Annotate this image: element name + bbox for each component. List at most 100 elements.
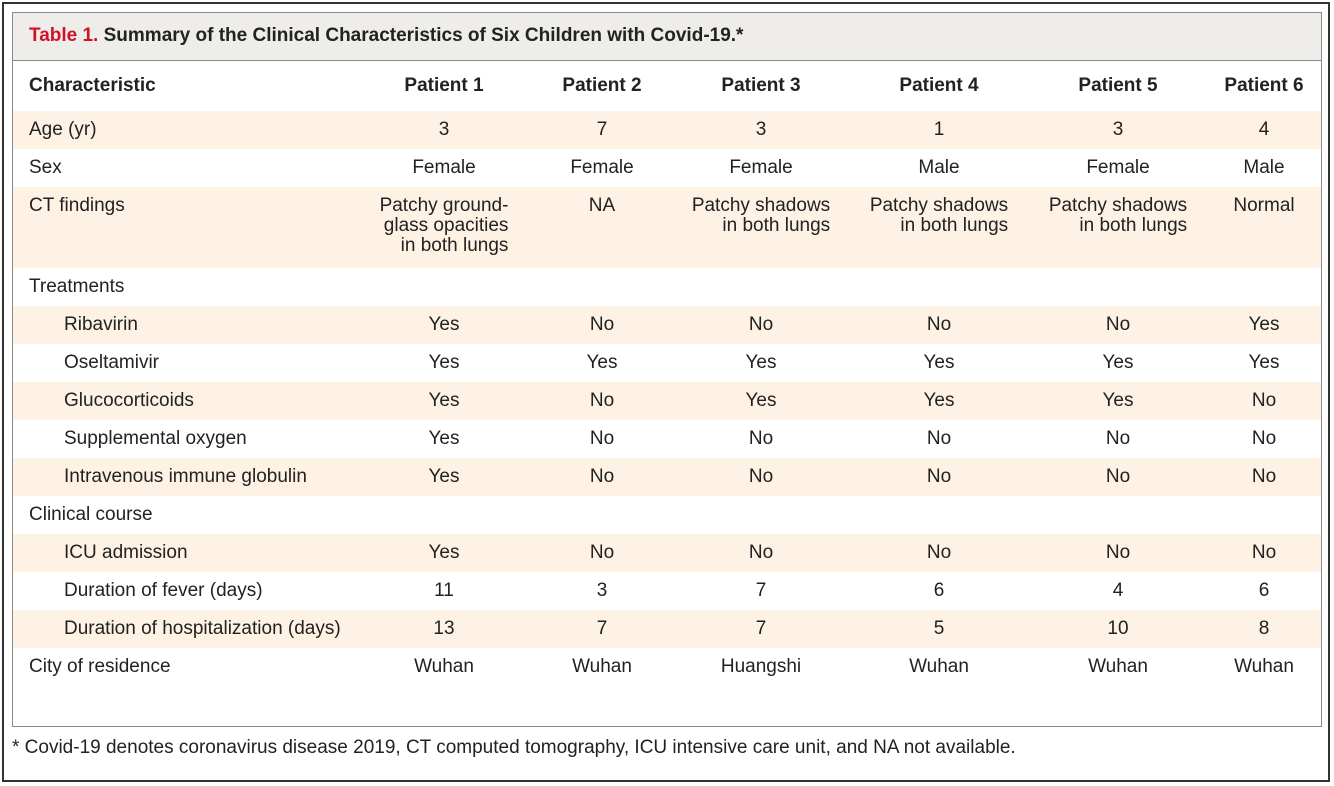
cell-text: Patchy shadows in both lungs <box>1049 196 1187 236</box>
cell-text: Patchy shadows in both lungs <box>692 196 830 236</box>
cell-line: Patchy shadows <box>869 195 1009 216</box>
cell-line: in both lungs <box>722 215 831 236</box>
cell: Yes <box>346 534 542 572</box>
column-header: Patient 3 <box>721 75 801 96</box>
cell-text: Patchy ground-glass opacities in both lun… <box>380 196 509 256</box>
cell: Yes <box>923 352 955 373</box>
row-label: Supplemental oxygen <box>64 428 247 449</box>
cell: 6 <box>1258 580 1270 601</box>
cell: No <box>748 428 774 449</box>
cell: NA <box>542 187 662 268</box>
table-row: ICU admission Yes No No No No No <box>13 534 1321 572</box>
cell: Yes <box>1018 382 1218 420</box>
cell: 3 <box>346 111 542 149</box>
cell: Yes <box>745 352 777 373</box>
cell: Yes <box>1218 306 1321 344</box>
cell: No <box>1251 428 1277 449</box>
cell: 10 <box>1018 610 1218 648</box>
cell: No <box>860 458 1018 496</box>
cell: No <box>1218 382 1321 420</box>
cell: 4 <box>1218 111 1321 149</box>
cell: No <box>926 428 952 449</box>
cell: Female <box>1086 157 1150 178</box>
cell: 1 <box>860 111 1018 149</box>
cell: Female <box>412 157 476 178</box>
cell: Patchy shadows in both lungs <box>662 187 860 268</box>
table-row: Intravenous immune globulin Yes No No No No No <box>13 458 1321 496</box>
table-row: Duration of hospitalization (days) 13 7 7 5 1… <box>13 610 1321 648</box>
cell: No <box>542 458 662 496</box>
cell: Yes <box>1102 352 1134 373</box>
table-row: Treatments <box>13 268 1321 306</box>
cell: No <box>1018 458 1218 496</box>
row-label: Duration of fever (days) <box>64 580 263 601</box>
cell: Male <box>1243 157 1285 178</box>
cell: Patchy ground-glass opacities in both lun… <box>346 187 542 268</box>
cell: 3 <box>662 111 860 149</box>
cell: Wuhan <box>1088 656 1148 677</box>
table-row: Glucocorticoids Yes No Yes Yes Yes No <box>13 382 1321 420</box>
cell-line: in both lungs <box>900 215 1009 236</box>
cell: Female <box>729 157 793 178</box>
cell-text: NA <box>589 196 615 216</box>
cell: No <box>1218 458 1321 496</box>
table-row: CT findings Patchy ground-glass opacities… <box>13 187 1321 268</box>
cell: Male <box>918 157 960 178</box>
cell: No <box>589 428 615 449</box>
row-label: Oseltamivir <box>64 352 160 373</box>
row-label: Sex <box>29 157 62 178</box>
row-label: City of residence <box>29 656 171 677</box>
cell: Wuhan <box>414 656 474 677</box>
column-header: Patient 5 <box>1078 75 1158 96</box>
column-header: Patient 6 <box>1224 75 1304 96</box>
cell: No <box>1218 534 1321 572</box>
cell: 3 <box>596 580 608 601</box>
cell: 7 <box>542 610 662 648</box>
cell: Patchy shadows in both lungs <box>1018 187 1218 268</box>
table-row: Clinical course <box>13 496 1321 534</box>
cell: Patchy shadows in both lungs <box>860 187 1018 268</box>
cell: Yes <box>428 428 460 449</box>
cell: 7 <box>662 610 860 648</box>
header-row: Characteristic Patient 1 Patient 2 Patient … <box>13 61 1321 111</box>
column-header: Patient 4 <box>899 75 979 96</box>
cell: 7 <box>542 111 662 149</box>
cell: No <box>860 306 1018 344</box>
title-text: Summary of the Clinical Characteristics … <box>103 25 744 46</box>
title-label: Table 1. <box>29 25 99 46</box>
cell: Wuhan <box>909 656 969 677</box>
cell: 3 <box>1018 111 1218 149</box>
table-box: Table 1. Summary of the Clinical Charact… <box>12 12 1322 727</box>
cell-line: glass opacities <box>383 215 509 236</box>
cell: Yes <box>428 352 460 373</box>
cell: No <box>1018 534 1218 572</box>
row-label: Glucocorticoids <box>13 382 346 420</box>
cell-text: Patchy shadows in both lungs <box>870 196 1008 236</box>
cell-line: NA <box>588 195 616 216</box>
cell: No <box>1018 306 1218 344</box>
cell: Yes <box>346 382 542 420</box>
cell: 4 <box>1112 580 1124 601</box>
column-header: Characteristic <box>29 75 156 96</box>
section-fill <box>346 496 1321 534</box>
table-row: Oseltamivir Yes Yes Yes Yes Yes Yes <box>13 344 1321 382</box>
cell: No <box>662 534 860 572</box>
footnote: * Covid-19 denotes coronavirus disease 2… <box>12 737 1016 758</box>
cell-line: Normal <box>1233 195 1295 216</box>
cell: No <box>662 458 860 496</box>
table-row: Age (yr) 3 7 3 1 3 4 <box>13 111 1321 149</box>
cell: No <box>662 306 860 344</box>
row-label: Duration of hospitalization (days) <box>13 610 346 648</box>
cell-line: Patchy ground- <box>379 195 509 216</box>
table-row: City of residence Wuhan Wuhan Huangshi Wuhan… <box>13 648 1321 686</box>
cell: Wuhan <box>572 656 632 677</box>
row-label: Treatments <box>29 276 125 297</box>
cell: 8 <box>1218 610 1321 648</box>
cell: No <box>542 382 662 420</box>
table-row: Sex Female Female Female Male Female Male <box>13 149 1321 187</box>
cell: 5 <box>860 610 1018 648</box>
row-label: ICU admission <box>13 534 346 572</box>
column-header: Patient 2 <box>562 75 642 96</box>
